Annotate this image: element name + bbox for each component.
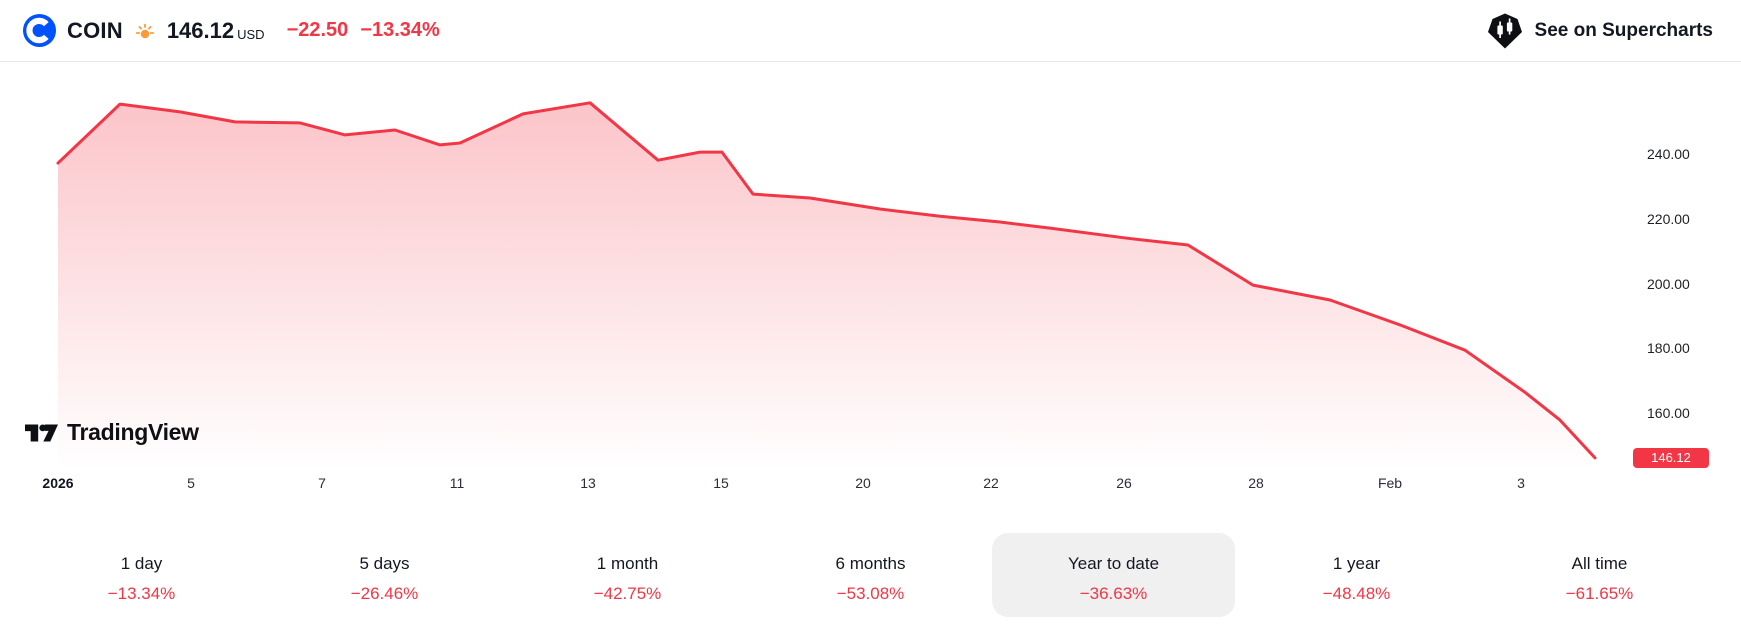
supercharts-shield-icon (1486, 12, 1524, 50)
x-tick-label: 28 (1248, 475, 1264, 491)
x-axis: 2026 5 7 11 13 15 20 22 26 28 Feb 3 (0, 475, 1741, 493)
supercharts-link[interactable]: See on Supercharts (1486, 12, 1713, 50)
supercharts-link-label: See on Supercharts (1534, 19, 1713, 41)
tradingview-watermark-label: TradingView (67, 419, 199, 445)
last-price: 146.12 (166, 17, 235, 43)
currency-label: USD (237, 26, 265, 42)
tab-change-value: −42.75% (593, 583, 662, 603)
tab-all-time[interactable]: All time −61.65% (1478, 533, 1721, 617)
tab-change-value: −13.34% (107, 583, 176, 603)
symbol-info: COIN 146.12 USD −22.50 −13.34% (22, 13, 440, 48)
tradingview-watermark[interactable]: TradingView (25, 419, 199, 446)
tab-label: 5 days (359, 553, 410, 573)
price-line (56, 101, 1597, 460)
x-tick-label: 22 (983, 475, 999, 491)
y-tick-label: 160.00 (1647, 405, 1690, 421)
y-tick-label: 200.00 (1647, 275, 1690, 292)
tab-label: 6 months (835, 553, 906, 573)
market-status-sun-icon (135, 22, 155, 42)
tab-label: Year to date (1067, 553, 1160, 573)
symbol-name[interactable]: COIN (67, 17, 123, 43)
tab-change-value: −61.65% (1565, 583, 1634, 603)
tab-year-to-date[interactable]: Year to date −36.63% (992, 533, 1235, 617)
x-tick-label: 5 (187, 475, 195, 491)
header: COIN 146.12 USD −22.50 −13.34% (0, 0, 1741, 62)
tab-1-day[interactable]: 1 day −13.34% (20, 533, 263, 617)
x-tick-label: 26 (1116, 475, 1132, 491)
price-change-percent: −13.34% (360, 19, 440, 41)
tab-label: 1 month (596, 553, 659, 573)
tab-label: All time (1571, 553, 1628, 573)
tab-label: 1 year (1332, 553, 1381, 573)
tab-label: 1 day (120, 553, 163, 573)
x-tick-label: 20 (855, 475, 871, 491)
chart-plot (56, 101, 1597, 468)
x-tick-label: 7 (318, 475, 326, 491)
x-tick-label: 2026 (42, 475, 74, 491)
tab-1-month[interactable]: 1 month −42.75% (506, 533, 749, 617)
y-tick-label: 220.00 (1647, 210, 1690, 227)
x-tick-label: 13 (580, 475, 596, 491)
y-tick-label: 240.00 (1647, 146, 1690, 162)
price-chart[interactable]: 240.00 220.00 200.00 180.00 160.00 2026 5 7 11 1… (0, 62, 1741, 533)
last-price-tag: 146.12 (1633, 447, 1709, 468)
tab-change-value: −36.63% (1079, 583, 1148, 603)
y-tick-label: 180.00 (1647, 340, 1690, 357)
tab-change-value: −48.48% (1322, 583, 1391, 603)
tab-5-days[interactable]: 5 days −26.46% (263, 533, 506, 617)
tab-change-value: −53.08% (836, 583, 905, 603)
x-tick-label: 3 (1517, 475, 1525, 491)
coinbase-logo-icon (22, 13, 57, 48)
price-change: −22.50 (286, 19, 349, 41)
tab-6-months[interactable]: 6 months −53.08% (749, 533, 992, 617)
x-tick-label: Feb (1377, 475, 1403, 491)
tradingview-logo-icon (25, 420, 58, 446)
range-tabs: 1 day −13.34% 5 days −26.46% 1 month −42… (0, 533, 1741, 617)
x-tick-label: 11 (449, 475, 465, 491)
x-tick-label: 15 (713, 475, 729, 491)
tab-change-value: −26.46% (350, 583, 419, 603)
price-area (58, 102, 1595, 468)
tab-1-year[interactable]: 1 year −48.48% (1235, 533, 1478, 617)
last-price-tag-value: 146.12 (1651, 450, 1691, 466)
